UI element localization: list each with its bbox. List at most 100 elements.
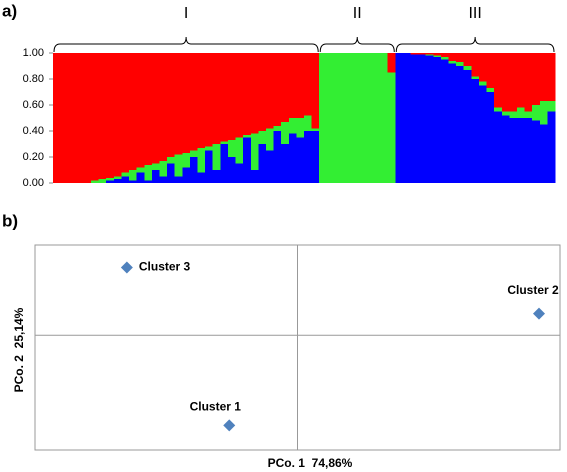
- y-tick-label: 1.00: [23, 47, 44, 59]
- bar-segment: [243, 137, 252, 183]
- bar-segment: [83, 53, 92, 183]
- bar-segment: [159, 160, 168, 177]
- bar-segment: [516, 118, 525, 183]
- bar-segment: [448, 63, 457, 183]
- bar-segment: [250, 53, 259, 134]
- bar-segment: [205, 150, 214, 183]
- bar-segment: [448, 60, 457, 64]
- bar-segment: [98, 179, 107, 183]
- bar-segment: [243, 53, 252, 135]
- bar-segment: [91, 53, 100, 181]
- bar-segment: [326, 53, 335, 183]
- bar-segment: [463, 69, 472, 183]
- bar-segment: [113, 179, 122, 183]
- bar-segment: [486, 92, 495, 183]
- bar-segment: [121, 172, 130, 177]
- bar-segment: [433, 56, 442, 183]
- bar-segment: [524, 53, 533, 112]
- y-tick-label: 0.00: [23, 177, 44, 189]
- bar-segment: [509, 53, 518, 112]
- bar-segment: [440, 56, 449, 60]
- bar-segment: [410, 54, 419, 183]
- bar-segment: [456, 53, 465, 63]
- bar-segment: [402, 53, 411, 183]
- group-label: III: [468, 5, 481, 22]
- bar-segment: [227, 53, 236, 141]
- bar-segment: [189, 53, 198, 151]
- bar-segment: [273, 131, 282, 183]
- group-label: II: [353, 5, 362, 22]
- bar-segment: [197, 53, 206, 148]
- group-label: I: [184, 5, 188, 22]
- bar-segment: [471, 53, 480, 77]
- bar-segment: [372, 53, 381, 183]
- bar-segment: [167, 163, 176, 183]
- bar-segment: [478, 81, 487, 86]
- bar-segment: [463, 53, 472, 66]
- bar-segment: [265, 128, 274, 151]
- bar-segment: [182, 53, 191, 154]
- bar-segment: [159, 176, 168, 183]
- bar-segment: [425, 55, 434, 183]
- bar-segment: [281, 121, 290, 144]
- point-label: Cluster 3: [139, 260, 191, 274]
- bar-segment: [113, 53, 122, 177]
- point-label: Cluster 2: [507, 283, 559, 297]
- bar-segment: [197, 172, 206, 183]
- bar-segment: [395, 53, 404, 183]
- x-axis-label: PCo. 1 74,86%: [268, 456, 353, 470]
- bar-segment: [304, 131, 313, 183]
- bar-segment: [235, 137, 244, 164]
- bar-segment: [250, 170, 259, 183]
- bar-segment: [501, 53, 510, 112]
- bar-segment: [151, 53, 160, 164]
- bar-segment: [311, 131, 320, 183]
- bar-segment: [144, 180, 153, 183]
- bar-segment: [387, 53, 396, 73]
- bar-segment: [98, 53, 107, 180]
- bar-segment: [197, 147, 206, 173]
- bar-segment: [106, 177, 115, 181]
- bar-segment: [532, 53, 541, 105]
- bar-segment: [319, 53, 328, 183]
- bar-segment: [364, 53, 373, 183]
- bar-segment: [342, 53, 351, 183]
- panel-label: b): [2, 211, 18, 230]
- bar-segment: [75, 53, 84, 183]
- point: [120, 261, 133, 274]
- bar-segment: [440, 59, 449, 183]
- bar-segment: [334, 53, 343, 183]
- bar-segment: [235, 163, 244, 183]
- bar-segment: [265, 53, 274, 129]
- bar-segment: [136, 172, 145, 183]
- bar-segment: [288, 133, 297, 183]
- bar-segment: [494, 111, 503, 183]
- bar-segment: [167, 157, 176, 164]
- bar-segment: [296, 137, 305, 183]
- bar-segment: [478, 85, 487, 183]
- bar-segment: [456, 66, 465, 183]
- bar-segment: [311, 128, 320, 131]
- bar-segment: [311, 53, 320, 129]
- bar-segment: [547, 53, 556, 102]
- bar-segment: [121, 53, 130, 173]
- bar-segment: [273, 53, 282, 126]
- bar-segment: [380, 53, 389, 183]
- bar-segment: [129, 53, 138, 170]
- bar-segment: [433, 55, 442, 57]
- bar-segment: [288, 118, 297, 134]
- bar-segment: [281, 53, 290, 122]
- bar-segment: [91, 180, 100, 183]
- bar-segment: [174, 154, 183, 177]
- bar-segment: [516, 53, 525, 108]
- bar-segment: [463, 66, 472, 70]
- group-bracket: [319, 36, 395, 53]
- bar-segment: [448, 53, 457, 61]
- bar-segment: [425, 53, 434, 55]
- bar-segment: [425, 54, 434, 56]
- group-bracket: [53, 36, 319, 53]
- bar-segment: [220, 144, 229, 183]
- bar-segment: [387, 72, 396, 183]
- bar-segment: [418, 53, 427, 55]
- point-label: Cluster 1: [190, 400, 242, 414]
